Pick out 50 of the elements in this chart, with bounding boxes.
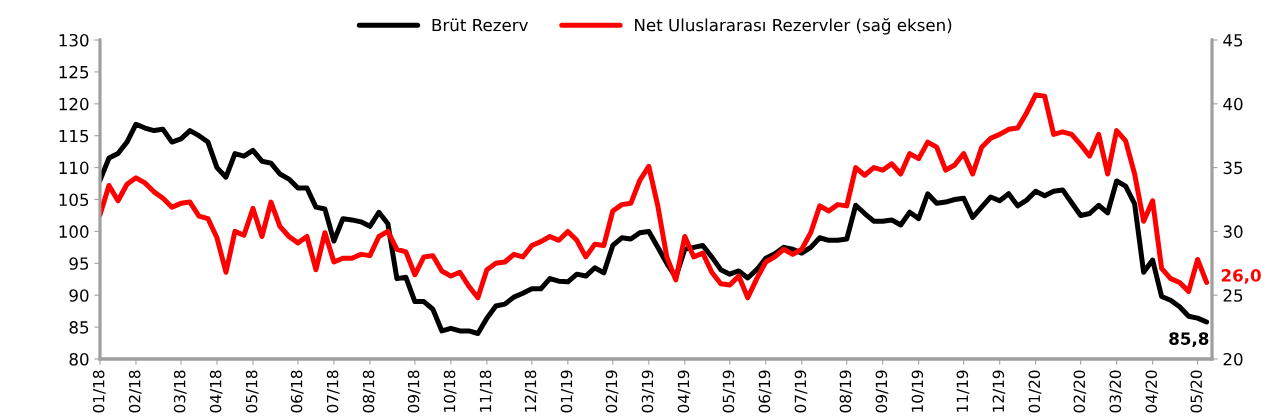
- x-tick-label: 09/18: [407, 370, 421, 413]
- y-tick-label: 95: [69, 257, 89, 270]
- x-tick-label: 07/19: [794, 370, 808, 413]
- y2-tick-label: 45: [1223, 34, 1243, 47]
- y-tick-label: 115: [59, 129, 89, 143]
- y-tick-label: 110: [59, 161, 89, 175]
- y2-tick-label: 25: [1223, 289, 1243, 302]
- y-tick-label: 120: [59, 97, 89, 111]
- x-tick-label: 04/18: [209, 370, 223, 413]
- x-tick-label: 04/20: [1145, 370, 1159, 413]
- x-tick-label: 01/19: [560, 370, 574, 413]
- x-tick-label: 01/20: [1028, 370, 1042, 413]
- y-tick-label: 100: [59, 225, 89, 238]
- x-tick-label: 12/18: [524, 370, 538, 412]
- y2-tick-label: 35: [1223, 161, 1243, 175]
- x-tick-label: 04/19: [677, 370, 691, 413]
- x-tick-label: 11/19: [956, 370, 970, 412]
- x-tick-label: 05/19: [722, 370, 736, 413]
- y-tick-label: 125: [59, 65, 89, 79]
- y2-tick-label: 20: [1223, 352, 1243, 366]
- x-tick-label: 08/18: [362, 370, 376, 413]
- x-tick-label: 05/18: [245, 370, 259, 413]
- x-tick-label: 06/18: [290, 370, 304, 413]
- y-tick-label: 105: [59, 193, 89, 207]
- y-tick-label: 80: [69, 352, 89, 366]
- x-tick-label: 02/18: [128, 370, 142, 413]
- x-tick-label: 07/18: [326, 370, 340, 413]
- data-label: 85,8: [1169, 332, 1209, 348]
- y2-tick-label: 30: [1223, 225, 1243, 238]
- y-tick-label: 85: [69, 321, 89, 334]
- x-tick-label: 03/18: [173, 370, 187, 413]
- x-tick-label: 06/19: [758, 370, 772, 413]
- y-tick-label: 130: [59, 33, 89, 47]
- x-tick-label: 03/20: [1109, 370, 1123, 413]
- x-tick-label: 02/20: [1073, 370, 1087, 413]
- x-tick-label: 01/18: [92, 370, 106, 413]
- x-tick-label: 11/18: [479, 370, 493, 412]
- x-tick-label: 12/19: [992, 370, 1006, 412]
- x-tick-label: 03/19: [641, 370, 655, 413]
- x-tick-label: 10/18: [443, 370, 457, 412]
- x-tick-label: 08/19: [839, 370, 853, 413]
- y2-tick-label: 40: [1223, 97, 1243, 111]
- data-label: 26,0: [1221, 269, 1261, 284]
- x-tick-label: 02/19: [605, 370, 619, 413]
- y-tick-label: 90: [69, 289, 89, 302]
- legend-label: Net Uluslararası Rezervler (sağ eksen): [635, 18, 952, 35]
- x-tick-label: 09/19: [875, 370, 889, 413]
- legend-label: Brüt Rezerv: [432, 18, 528, 32]
- x-tick-label: 05/20: [1190, 370, 1204, 413]
- x-tick-label: 10/19: [911, 370, 925, 412]
